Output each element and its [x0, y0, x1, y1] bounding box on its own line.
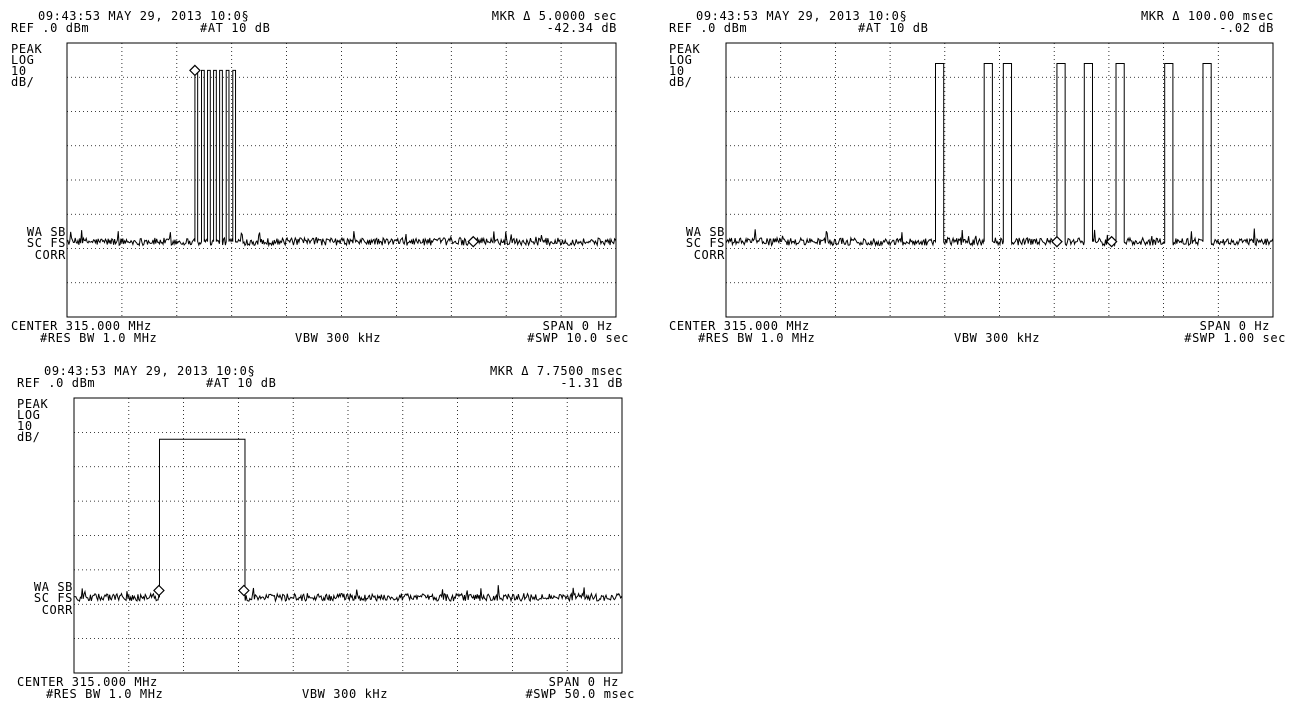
- analyzer-screen-3: 09:43:53 MAY 29, 2013 10:0§REF .0 dBm #AT…: [17, 364, 635, 701]
- center-frequency: CENTER 315.000 MHz: [669, 319, 810, 333]
- side-label-3: dB/: [11, 75, 34, 89]
- reference-level: REF .0 dBm: [11, 21, 89, 35]
- side-label-0: PEAK: [11, 42, 42, 56]
- side-label-0: PEAK: [17, 397, 48, 411]
- side-label-6: CORR: [694, 248, 725, 262]
- side-label-4: WA SB: [34, 580, 73, 594]
- side-label-1: LOG: [17, 408, 40, 422]
- marker-diamond-2: [467, 235, 480, 248]
- signal-trace: [66, 69, 617, 248]
- side-label-2: 10: [669, 64, 685, 78]
- marker-value: -1.31 dB: [560, 376, 623, 390]
- side-label-0: PEAK: [669, 42, 700, 56]
- resolution-bandwidth: #RES BW 1.0 MHz: [698, 331, 815, 345]
- timestamp: 09:43:53 MAY 29, 2013 10:0§: [38, 9, 249, 23]
- graticule-frame: [73, 397, 623, 674]
- side-label-6: CORR: [35, 248, 66, 262]
- side-label-4: WA SB: [27, 225, 66, 239]
- video-bandwidth: VBW 300 kHz: [954, 331, 1040, 345]
- marker-value: -42.34 dB: [547, 21, 617, 35]
- span: SPAN 0 Hz: [1200, 319, 1270, 333]
- video-bandwidth: VBW 300 kHz: [295, 331, 381, 345]
- side-label-2: 10: [17, 419, 33, 433]
- sweep-time: #SWP 1.00 sec: [1184, 331, 1286, 345]
- side-label-1: LOG: [669, 53, 692, 67]
- marker-diamond-1: [1051, 235, 1063, 248]
- side-label-3: dB/: [669, 75, 692, 89]
- timestamp: 09:43:53 MAY 29, 2013 10:0§: [696, 9, 907, 23]
- resolution-bandwidth: #RES BW 1.0 MHz: [40, 331, 157, 345]
- side-label-5: SC FS: [686, 236, 725, 250]
- signal-trace: [73, 438, 623, 603]
- marker-delta: MKR Δ 7.7500 msec: [490, 364, 623, 378]
- side-label-4: WA SB: [686, 225, 725, 239]
- side-label-1: LOG: [11, 53, 34, 67]
- side-label-5: SC FS: [34, 591, 73, 605]
- marker-diamond-2: [238, 584, 250, 597]
- video-bandwidth: VBW 300 kHz: [302, 687, 388, 701]
- sweep-time: #SWP 10.0 sec: [527, 331, 629, 345]
- marker-delta: MKR Δ 100.00 msec: [1141, 9, 1274, 23]
- side-label-2: 10: [11, 64, 27, 78]
- attenuation: #AT 10 dB: [206, 376, 276, 390]
- attenuation: #AT 10 dB: [200, 21, 270, 35]
- sweep-time: #SWP 50.0 msec: [525, 687, 635, 701]
- attenuation: #AT 10 dB: [858, 21, 928, 35]
- marker-diamond-1: [189, 64, 201, 77]
- side-label-6: CORR: [42, 603, 73, 617]
- signal-trace: [725, 63, 1274, 248]
- center-frequency: CENTER 315.000 MHz: [11, 319, 152, 333]
- side-label-5: SC FS: [27, 236, 66, 250]
- marker-delta: MKR Δ 5.0000 sec: [492, 9, 617, 23]
- analyzer-screen-2: 09:43:53 MAY 29, 2013 10:0§REF .0 dBm #AT…: [669, 9, 1286, 345]
- marker-value: -.02 dB: [1219, 21, 1274, 35]
- span: SPAN 0 Hz: [549, 675, 619, 689]
- center-frequency: CENTER 315.000 MHz: [17, 675, 158, 689]
- side-label-3: dB/: [17, 430, 40, 444]
- reference-level: REF .0 dBm: [669, 21, 747, 35]
- analyzer-screen-1: 09:43:53 MAY 29, 2013 10:0§REF .0 dBm #AT…: [11, 9, 629, 345]
- marker-diamond-2: [1105, 235, 1118, 248]
- reference-level: REF .0 dBm: [17, 376, 95, 390]
- span: SPAN 0 Hz: [543, 319, 613, 333]
- marker-diamond-1: [153, 584, 165, 597]
- resolution-bandwidth: #RES BW 1.0 MHz: [46, 687, 163, 701]
- timestamp: 09:43:53 MAY 29, 2013 10:0§: [44, 364, 255, 378]
